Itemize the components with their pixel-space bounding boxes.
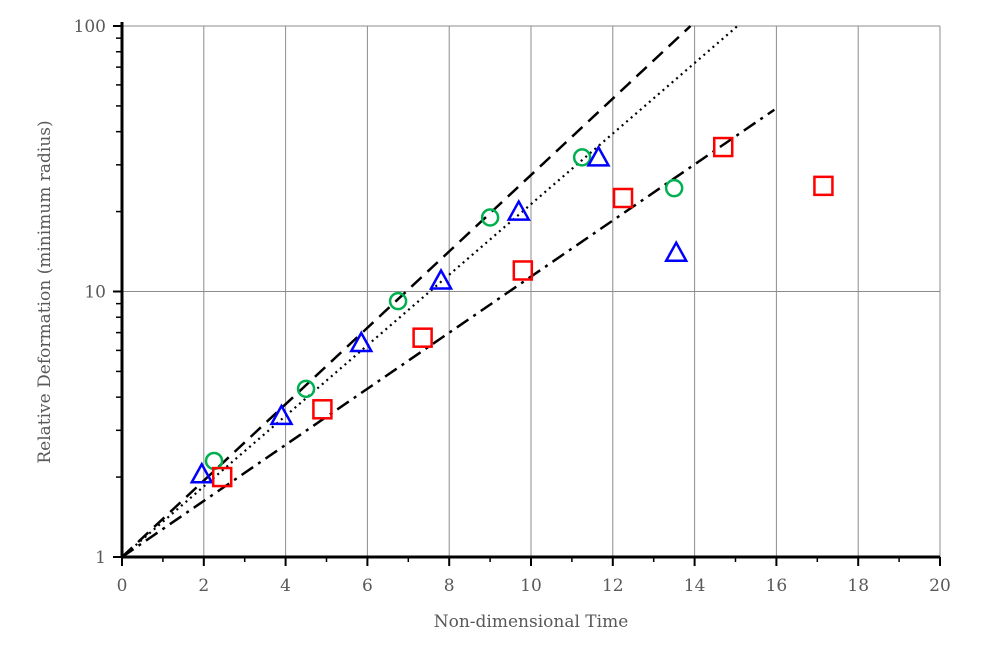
square-marker [612, 187, 634, 209]
x-tick-label: 2 [198, 576, 209, 596]
fit-lines [121, 25, 776, 559]
triangle-marker [349, 330, 374, 353]
y-tick-label: 1 [95, 548, 106, 568]
circle-marker [204, 451, 224, 471]
x-tick-label: 8 [444, 576, 455, 596]
triangle-marker [506, 199, 531, 221]
square-marker [412, 327, 433, 348]
dash-dot-fit-line [121, 108, 776, 559]
grid [122, 25, 941, 557]
x-tick-label: 6 [362, 576, 373, 596]
x-tick-label: 18 [847, 576, 869, 596]
x-tick-label: 4 [280, 576, 291, 596]
x-tick-label: 20 [929, 576, 951, 596]
triangle-marker [189, 461, 214, 484]
x-tick-label: 14 [684, 576, 706, 596]
y-tick-label: 10 [84, 283, 106, 303]
triangle-marker [664, 240, 689, 262]
triangle-marker [428, 267, 454, 290]
data-markers [189, 136, 834, 488]
triangle-marker [586, 144, 611, 167]
square-marker [312, 399, 333, 420]
square-marker [712, 136, 734, 158]
x-tick-label: 10 [520, 576, 542, 596]
y-axis-title: Relative Deformation (minimum radius) [35, 120, 55, 463]
x-axis-title: Non-dimensional Time [434, 612, 629, 632]
square-marker [512, 260, 534, 281]
x-tick-label: 0 [117, 576, 128, 596]
circle-marker [388, 291, 408, 311]
dashed-fit-line [121, 25, 692, 558]
triangle-marker [269, 403, 294, 426]
x-tick-label: 12 [602, 576, 624, 596]
tick-labels: 0 2 4 6 8 10 12 14 16 18 20 1 10 100 [74, 17, 951, 596]
circle-marker [572, 148, 592, 167]
circle-marker [480, 208, 500, 227]
circle-marker [664, 178, 684, 198]
square-marker [813, 175, 834, 197]
axes [113, 22, 941, 566]
square-marker [211, 466, 233, 488]
y-tick-label: 100 [74, 17, 106, 37]
x-tick-label: 16 [766, 576, 788, 596]
circle-marker [296, 379, 316, 399]
